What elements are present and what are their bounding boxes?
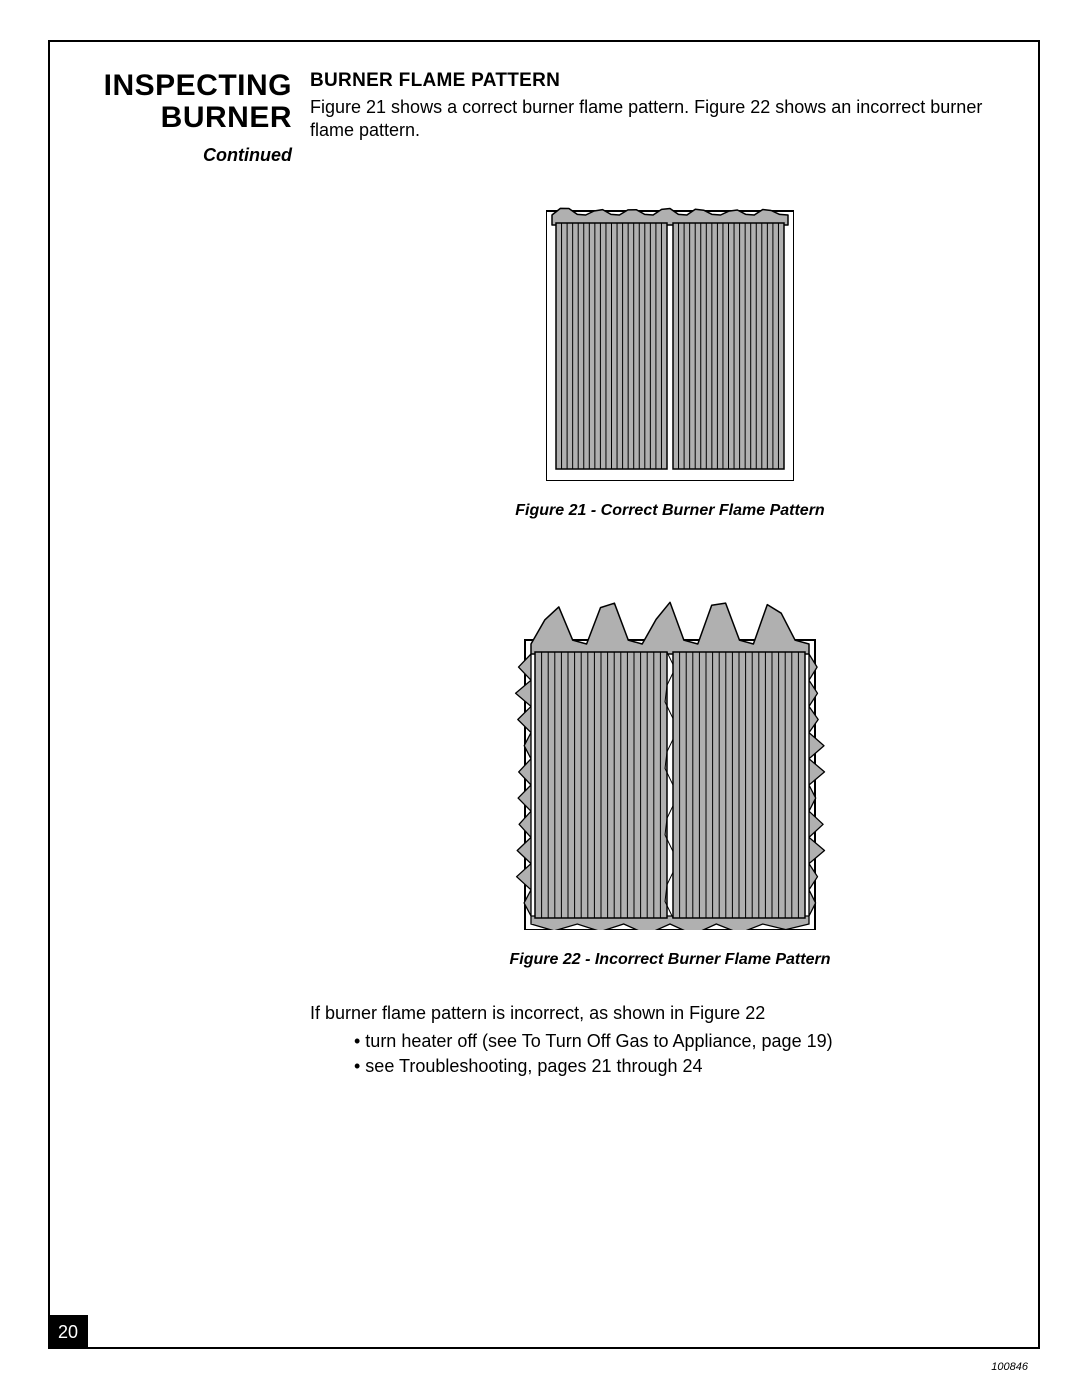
correct-burner-diagram [546,201,794,481]
page-number: 20 [48,1315,88,1349]
sidebar-continued: Continued [72,145,292,166]
body-text: If burner flame pattern is incorrect, as… [310,1001,1030,1025]
bullet-1: • turn heater off (see To Turn Off Gas t… [354,1029,1030,1053]
figure-21-caption: Figure 21 - Correct Burner Flame Pattern [310,502,1030,520]
main-content: BURNER FLAME PATTERN Figure 21 shows a c… [310,70,1030,1078]
figure-22-caption: Figure 22 - Incorrect Burner Flame Patte… [310,951,1030,969]
document-id: 100846 [991,1361,1028,1373]
page-number-text: 20 [58,1322,78,1343]
bullet-list: • turn heater off (see To Turn Off Gas t… [310,1029,1030,1078]
sidebar: INSPECTING BURNER Continued [72,70,292,166]
section-heading: BURNER FLAME PATTERN [310,70,1030,92]
figure-22: Figure 22 - Incorrect Burner Flame Patte… [310,590,1030,969]
incorrect-burner-diagram [507,590,833,930]
intro-text: Figure 21 shows a correct burner flame p… [310,96,1030,141]
figure-21: Figure 21 - Correct Burner Flame Pattern [310,201,1030,520]
sidebar-title-line2: BURNER [72,102,292,134]
sidebar-title-line1: INSPECTING [72,70,292,102]
bullet-2: • see Troubleshooting, pages 21 through … [354,1054,1030,1078]
